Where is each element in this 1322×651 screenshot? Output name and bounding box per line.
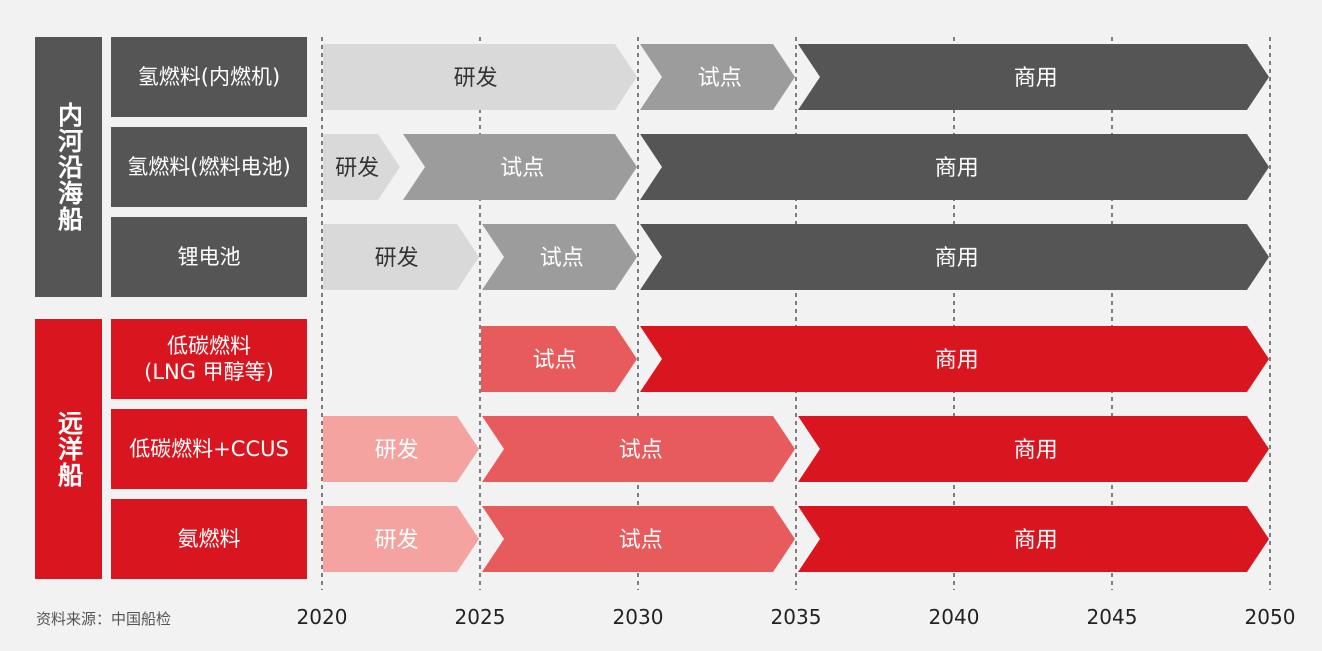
phase-label: 研发 xyxy=(454,66,498,91)
phase-label: 商用 xyxy=(935,348,979,373)
group-label: 远洋船 xyxy=(35,319,102,579)
phase-bar xyxy=(482,506,795,572)
row-label-text: 低碳燃料 (LNG 甲醇等) xyxy=(144,334,274,384)
phase-bar xyxy=(482,224,637,290)
phase-bar xyxy=(798,44,1269,110)
phase-label: 商用 xyxy=(1014,438,1058,463)
row-label-text: 氢燃料(内燃机) xyxy=(137,65,281,89)
row-label: 低碳燃料 (LNG 甲醇等) xyxy=(111,319,307,399)
row-label-text: 锂电池 xyxy=(177,245,241,269)
source-note: 资料来源：中国船检 xyxy=(36,610,172,628)
row-label-text: 氨燃料 xyxy=(177,527,241,551)
phase-bar xyxy=(482,416,795,482)
phase-label: 试点 xyxy=(698,66,742,91)
group-label: 内河沿海船 xyxy=(35,37,102,297)
phase-label: 商用 xyxy=(935,246,979,271)
phase-label: 试点 xyxy=(619,528,663,553)
phase-label: 试点 xyxy=(533,348,577,373)
x-tick-label: 2050 xyxy=(1245,605,1296,629)
phase-label: 商用 xyxy=(1014,528,1058,553)
phase-bar xyxy=(323,506,479,572)
phase-bar xyxy=(798,416,1269,482)
phase-bar xyxy=(403,134,637,200)
phase-bar xyxy=(323,416,479,482)
phase-label: 研发 xyxy=(335,156,379,181)
phase-label: 研发 xyxy=(375,528,419,553)
phase-bar xyxy=(640,44,795,110)
row-label: 氢燃料(内燃机) xyxy=(111,37,307,117)
phase-bar xyxy=(323,134,400,200)
row-label-text: 低碳燃料+CCUS xyxy=(129,437,289,461)
phase-bar xyxy=(323,224,479,290)
phase-bar xyxy=(481,326,637,392)
phase-label: 研发 xyxy=(375,246,419,271)
phase-bar xyxy=(323,44,637,110)
phase-label: 试点 xyxy=(500,156,544,181)
phase-bar xyxy=(640,134,1269,200)
phase-bar xyxy=(798,506,1269,572)
phase-label: 研发 xyxy=(375,438,419,463)
row-label: 锂电池 xyxy=(111,217,307,297)
phase-bar xyxy=(640,224,1269,290)
x-tick-label: 2030 xyxy=(613,605,664,629)
phase-bar xyxy=(640,326,1269,392)
x-tick-label: 2040 xyxy=(929,605,980,629)
phase-label: 商用 xyxy=(1014,66,1058,91)
phase-label: 商用 xyxy=(935,156,979,181)
x-tick-label: 2035 xyxy=(771,605,822,629)
x-tick-label: 2045 xyxy=(1087,605,1138,629)
x-tick-label: 2025 xyxy=(455,605,506,629)
phase-label: 试点 xyxy=(619,438,663,463)
row-label: 氨燃料 xyxy=(111,499,307,579)
row-label: 氢燃料(燃料电池) xyxy=(111,127,307,207)
row-label-text: 氢燃料(燃料电池) xyxy=(127,155,291,179)
phase-label: 试点 xyxy=(540,246,584,271)
row-label: 低碳燃料+CCUS xyxy=(111,409,307,489)
x-tick-label: 2020 xyxy=(297,605,348,629)
